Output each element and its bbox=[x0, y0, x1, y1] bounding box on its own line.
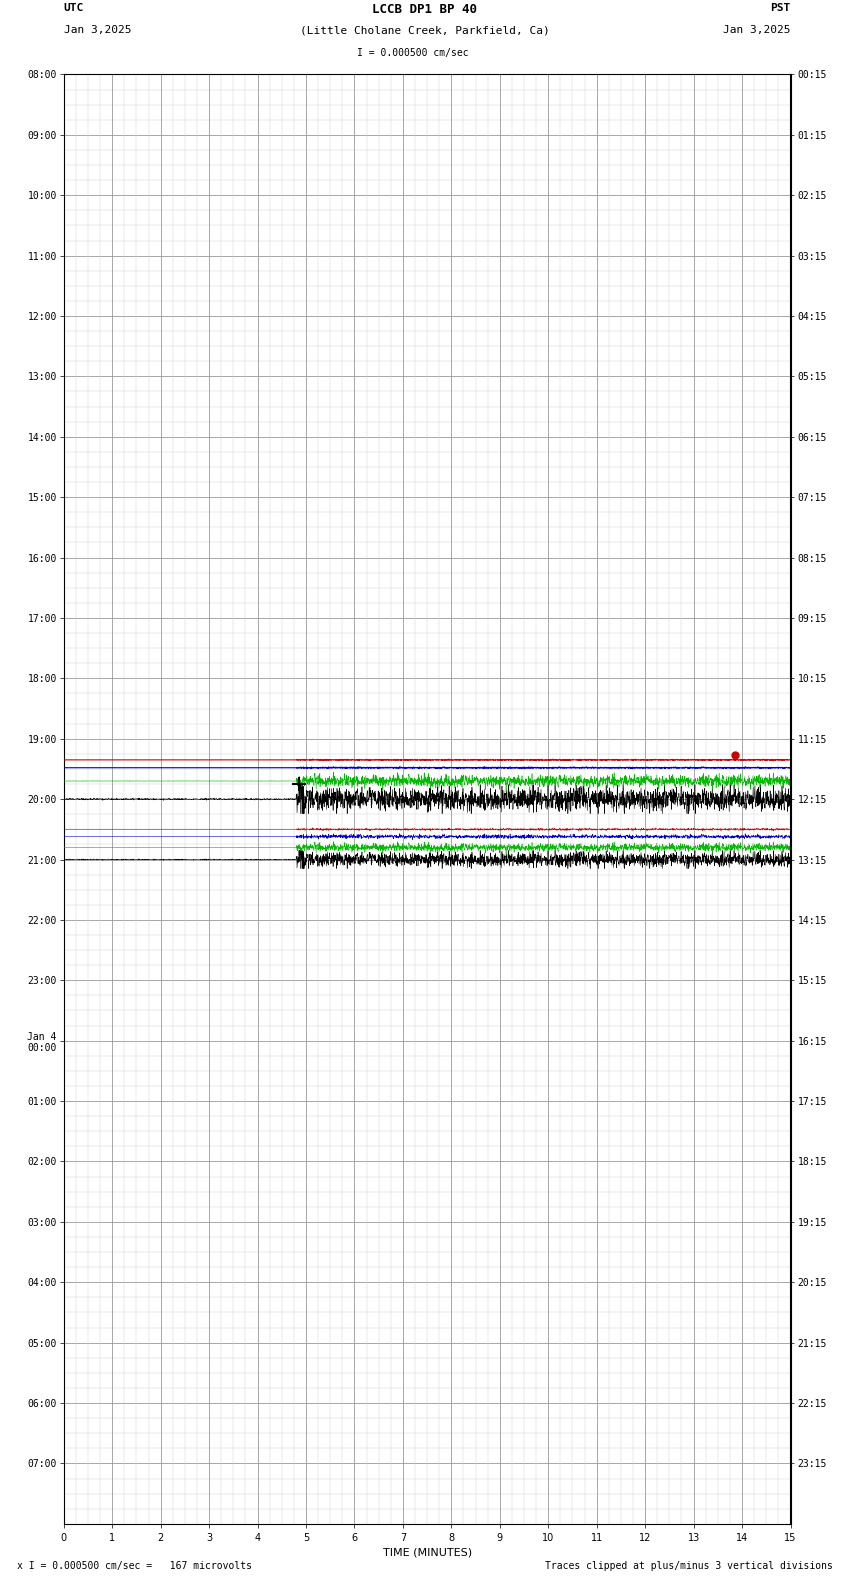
Text: Traces clipped at plus/minus 3 vertical divisions: Traces clipped at plus/minus 3 vertical … bbox=[545, 1562, 833, 1571]
Text: Jan 3,2025: Jan 3,2025 bbox=[723, 25, 791, 35]
X-axis label: TIME (MINUTES): TIME (MINUTES) bbox=[382, 1548, 472, 1557]
Text: LCCB DP1 BP 40: LCCB DP1 BP 40 bbox=[372, 3, 478, 16]
Text: (Little Cholane Creek, Parkfield, Ca): (Little Cholane Creek, Parkfield, Ca) bbox=[300, 25, 550, 35]
Text: x I = 0.000500 cm/sec =   167 microvolts: x I = 0.000500 cm/sec = 167 microvolts bbox=[17, 1562, 252, 1571]
Text: UTC: UTC bbox=[64, 3, 84, 13]
Text: Jan 3,2025: Jan 3,2025 bbox=[64, 25, 131, 35]
Text: PST: PST bbox=[770, 3, 790, 13]
Text: I = 0.000500 cm/sec: I = 0.000500 cm/sec bbox=[357, 48, 468, 57]
